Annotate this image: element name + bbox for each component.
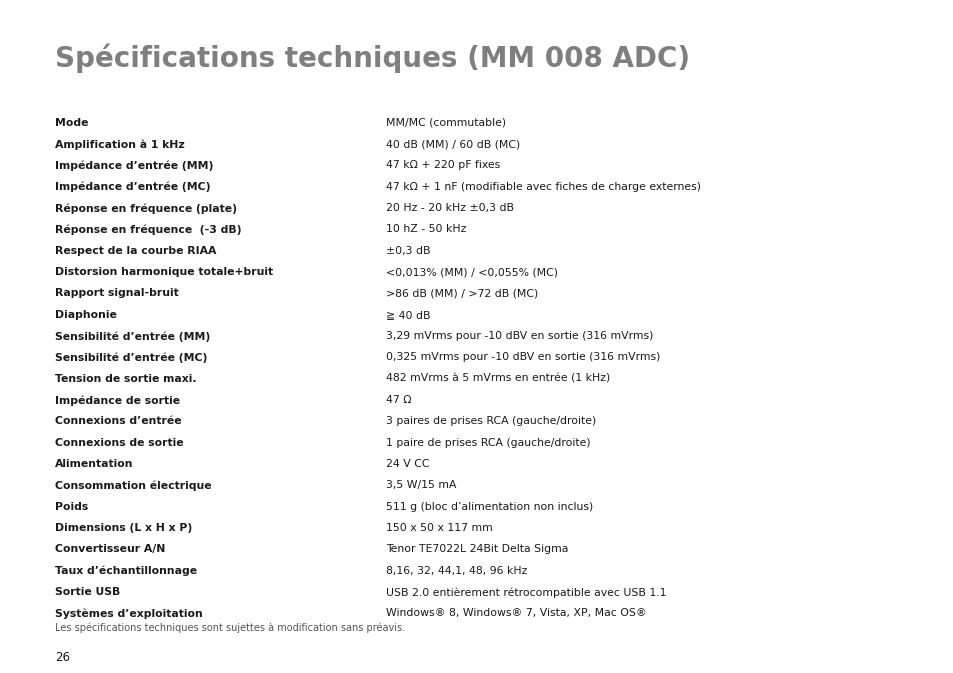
Text: Connexions de sortie: Connexions de sortie bbox=[55, 437, 184, 448]
Text: Connexions d’entrée: Connexions d’entrée bbox=[55, 417, 182, 427]
Text: Diaphonie: Diaphonie bbox=[55, 310, 117, 320]
Text: Poids: Poids bbox=[55, 502, 89, 511]
Text: Impédance d’entrée (MC): Impédance d’entrée (MC) bbox=[55, 182, 211, 192]
Text: Les spécifications techniques sont sujettes à modification sans préavis.: Les spécifications techniques sont sujet… bbox=[55, 623, 405, 633]
Text: Sortie USB: Sortie USB bbox=[55, 587, 120, 597]
Text: Systèmes d’exploitation: Systèmes d’exploitation bbox=[55, 608, 203, 619]
Text: 0,325 mVrms pour -10 dBV en sortie (316 mVrms): 0,325 mVrms pour -10 dBV en sortie (316 … bbox=[386, 353, 660, 363]
Text: Sensibilité d’entrée (MC): Sensibilité d’entrée (MC) bbox=[55, 353, 208, 363]
Text: Tension de sortie maxi.: Tension de sortie maxi. bbox=[55, 374, 196, 384]
Text: Impédance de sortie: Impédance de sortie bbox=[55, 395, 180, 406]
Text: Windows® 8, Windows® 7, Vista, XP, Mac OS®: Windows® 8, Windows® 7, Vista, XP, Mac O… bbox=[386, 608, 646, 618]
Text: Dimensions (L x H x P): Dimensions (L x H x P) bbox=[55, 523, 193, 533]
Text: Alimentation: Alimentation bbox=[55, 459, 133, 469]
Text: 511 g (bloc d’alimentation non inclus): 511 g (bloc d’alimentation non inclus) bbox=[386, 502, 593, 511]
Text: 482 mVrms à 5 mVrms en entrée (1 kHz): 482 mVrms à 5 mVrms en entrée (1 kHz) bbox=[386, 374, 610, 384]
Text: Distorsion harmonique totale+bruit: Distorsion harmonique totale+bruit bbox=[55, 267, 274, 277]
Text: 150 x 50 x 117 mm: 150 x 50 x 117 mm bbox=[386, 523, 493, 533]
Text: Impédance d’entrée (MM): Impédance d’entrée (MM) bbox=[55, 160, 213, 171]
Text: Convertisseur A/N: Convertisseur A/N bbox=[55, 544, 166, 555]
Text: 3,5 W/15 mA: 3,5 W/15 mA bbox=[386, 481, 456, 491]
Text: Taux d’échantillonnage: Taux d’échantillonnage bbox=[55, 566, 197, 576]
Text: 3,29 mVrms pour -10 dBV en sortie (316 mVrms): 3,29 mVrms pour -10 dBV en sortie (316 m… bbox=[386, 331, 653, 341]
Text: Amplification à 1 kHz: Amplification à 1 kHz bbox=[55, 139, 185, 149]
Text: Respect de la courbe RIAA: Respect de la courbe RIAA bbox=[55, 246, 216, 256]
Text: Réponse en fréquence  (-3 dB): Réponse en fréquence (-3 dB) bbox=[55, 224, 241, 235]
Text: Tenor TE7022L 24Bit Delta Sigma: Tenor TE7022L 24Bit Delta Sigma bbox=[386, 544, 568, 555]
Text: 47 kΩ + 1 nF (modifiable avec fiches de charge externes): 47 kΩ + 1 nF (modifiable avec fiches de … bbox=[386, 182, 700, 192]
Text: >86 dB (MM) / >72 dB (MC): >86 dB (MM) / >72 dB (MC) bbox=[386, 289, 538, 298]
Text: ≧ 40 dB: ≧ 40 dB bbox=[386, 310, 431, 320]
Text: USB 2.0 entièrement rétrocompatible avec USB 1.1: USB 2.0 entièrement rétrocompatible avec… bbox=[386, 587, 666, 598]
Text: MM/MC (commutable): MM/MC (commutable) bbox=[386, 118, 506, 128]
Text: 26: 26 bbox=[55, 651, 71, 664]
Text: Spécifications techniques (MM 008 ADC): Spécifications techniques (MM 008 ADC) bbox=[55, 44, 690, 73]
Text: 3 paires de prises RCA (gauche/droite): 3 paires de prises RCA (gauche/droite) bbox=[386, 417, 596, 427]
Text: 10 hZ - 50 kHz: 10 hZ - 50 kHz bbox=[386, 224, 466, 234]
Text: Réponse en fréquence (plate): Réponse en fréquence (plate) bbox=[55, 203, 237, 213]
Text: Rapport signal-bruit: Rapport signal-bruit bbox=[55, 289, 179, 298]
Text: 40 dB (MM) / 60 dB (MC): 40 dB (MM) / 60 dB (MC) bbox=[386, 139, 520, 149]
Text: 1 paire de prises RCA (gauche/droite): 1 paire de prises RCA (gauche/droite) bbox=[386, 437, 590, 448]
Text: Mode: Mode bbox=[55, 118, 89, 128]
Text: ±0,3 dB: ±0,3 dB bbox=[386, 246, 431, 256]
Text: <0,013% (MM) / <0,055% (MC): <0,013% (MM) / <0,055% (MC) bbox=[386, 267, 558, 277]
Text: Sensibilité d’entrée (MM): Sensibilité d’entrée (MM) bbox=[55, 331, 211, 342]
Text: 8,16, 32, 44,1, 48, 96 kHz: 8,16, 32, 44,1, 48, 96 kHz bbox=[386, 566, 527, 576]
Text: 24 V CC: 24 V CC bbox=[386, 459, 430, 469]
Text: Consommation électrique: Consommation électrique bbox=[55, 481, 212, 491]
Text: 20 Hz - 20 kHz ±0,3 dB: 20 Hz - 20 kHz ±0,3 dB bbox=[386, 203, 514, 213]
Text: 47 Ω: 47 Ω bbox=[386, 395, 412, 405]
Text: 47 kΩ + 220 pF fixes: 47 kΩ + 220 pF fixes bbox=[386, 160, 500, 170]
